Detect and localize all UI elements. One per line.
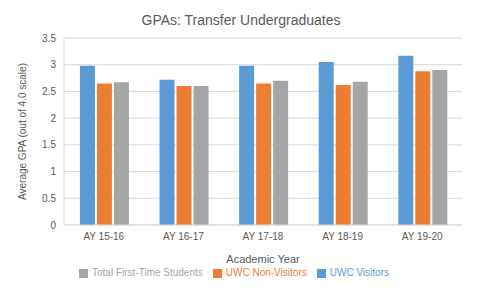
html-text:Total First-Time Students: Total First-Time Students: [92, 267, 203, 278]
svg-text:3: 3: [50, 59, 56, 70]
svg-text:AY 19-20: AY 19-20: [402, 231, 443, 242]
html-text:UWC Non-Visitors: UWC Non-Visitors: [225, 267, 307, 278]
svg-text:AY 16-17: AY 16-17: [163, 231, 204, 242]
svg-text:1.5: 1.5: [42, 139, 56, 150]
svg-text:1: 1: [50, 166, 56, 177]
svg-text:0.5: 0.5: [42, 193, 56, 204]
svg-text:2: 2: [50, 113, 56, 124]
svg-text:Average GPA (out of 4.0 scale): Average GPA (out of 4.0 scale): [17, 63, 28, 200]
svg-text:0: 0: [50, 220, 56, 231]
svg-text:Academic Year: Academic Year: [226, 253, 300, 265]
svg-text:AY 18-19: AY 18-19: [322, 231, 363, 242]
svg-text:2.5: 2.5: [42, 86, 56, 97]
html-text:UWC Visitors: UWC Visitors: [329, 267, 389, 278]
svg-text:AY 15-16: AY 15-16: [83, 231, 124, 242]
html-text:GPAs: Transfer Undergraduates: GPAs: Transfer Undergraduates: [141, 12, 341, 28]
svg-text:3.5: 3.5: [42, 33, 56, 44]
svg-text:AY 17-18: AY 17-18: [243, 231, 284, 242]
